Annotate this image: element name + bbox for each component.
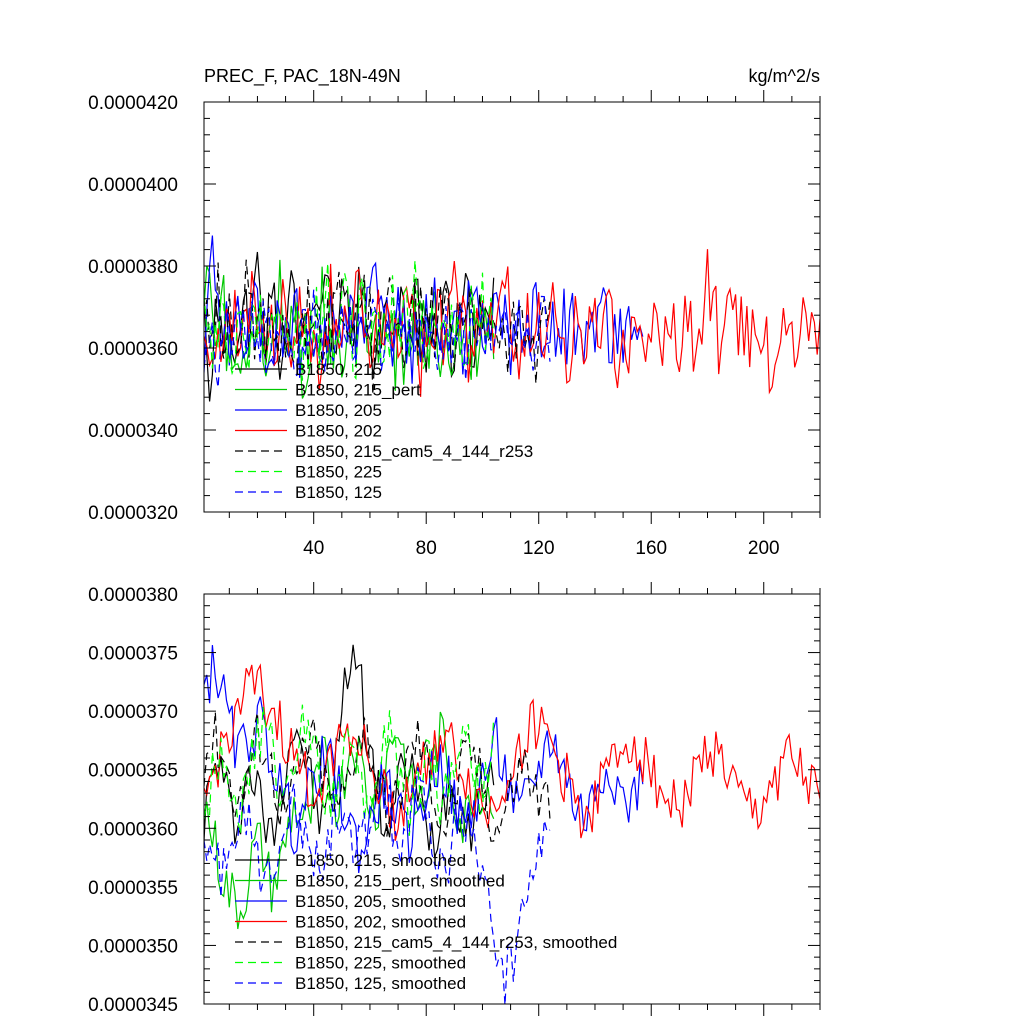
y-tick-label: 0.0000375 xyxy=(88,644,178,665)
y-tick-label: 0.0000380 xyxy=(88,585,178,606)
y-tick-label: 0.0000365 xyxy=(88,761,178,782)
legend-label: B1850, 215_pert xyxy=(295,381,421,400)
legend-label: B1850, 225, smoothed xyxy=(295,954,466,973)
y-tick-label: 0.0000400 xyxy=(88,175,178,196)
legend-label: B1850, 205, smoothed xyxy=(295,892,466,911)
legend-label: B1850, 215, smoothed xyxy=(295,851,466,870)
bottom-series-group xyxy=(204,644,820,1004)
legend-label: B1850, 202, smoothed xyxy=(295,913,466,932)
y-tick-label: 0.0000350 xyxy=(88,936,178,957)
legend-label: B1850, 215 xyxy=(295,360,382,379)
bottom-legend: B1850, 215, smoothed B1850, 215_pert, smo… xyxy=(235,851,617,993)
y-tick-label: 0.0000340 xyxy=(88,421,178,442)
series-line-bottom-4 xyxy=(204,711,551,842)
y-tick-label: 0.0000355 xyxy=(88,878,178,899)
legend-label: B1850, 125 xyxy=(295,483,382,502)
top-series-group xyxy=(204,235,820,402)
y-tick-label: 0.0000360 xyxy=(88,339,178,360)
x-tick-label: 40 xyxy=(303,538,324,559)
legend-label: B1850, 125, smoothed xyxy=(295,974,466,993)
legend-label: B1850, 205 xyxy=(295,401,382,420)
x-tick-label: 120 xyxy=(523,538,555,559)
x-tick-label: 80 xyxy=(416,538,437,559)
top-axes-group: 0.0000320 0.0000340 0.0000360 0.0000380 0.00… xyxy=(88,90,821,559)
series-line-bottom-0 xyxy=(204,644,495,858)
legend-label: B1850, 215_pert, smoothed xyxy=(295,872,505,891)
y-tick-label: 0.0000320 xyxy=(88,503,178,524)
legend-label: B1850, 215_cam5_4_144_r253 xyxy=(295,442,533,461)
series-line-top-4 xyxy=(204,259,551,395)
legend-label: B1850, 215_cam5_4_144_r253, smoothed xyxy=(295,933,617,952)
x-tick-label: 160 xyxy=(635,538,667,559)
y-tick-label: 0.0000360 xyxy=(88,819,178,840)
series-line-bottom-6 xyxy=(204,767,551,1004)
plot-frame xyxy=(203,593,821,1005)
bottom-panel: 0.0000345 0.0000350 0.0000355 0.0000360 0.00… xyxy=(88,582,821,1016)
y-tick-label: 0.0000380 xyxy=(88,257,178,278)
top-chart-units: kg/m^2/s xyxy=(749,66,820,86)
series-line-top-6 xyxy=(204,289,551,388)
plot-frame xyxy=(203,101,821,513)
series-line-bottom-3 xyxy=(204,663,820,841)
x-tick-label: 200 xyxy=(748,538,780,559)
y-tick-label: 0.0000370 xyxy=(88,702,178,723)
y-tick-label: 0.0000345 xyxy=(88,995,178,1016)
bottom-axes-group: 0.0000345 0.0000350 0.0000355 0.0000360 0.00… xyxy=(88,582,821,1016)
series-line-bottom-1 xyxy=(204,711,495,930)
series-line-top-5 xyxy=(204,260,495,381)
top-panel: PREC_F, PAC_18N-49N kg/m^2/s 0.00003200.… xyxy=(88,66,821,559)
y-tick-label: 0.0000420 xyxy=(88,93,178,114)
legend-label: B1850, 225 xyxy=(295,463,382,482)
series-line-bottom-5 xyxy=(204,704,495,836)
top-chart-title: PREC_F, PAC_18N-49N xyxy=(204,66,401,87)
legend-label: B1850, 202 xyxy=(295,422,382,441)
